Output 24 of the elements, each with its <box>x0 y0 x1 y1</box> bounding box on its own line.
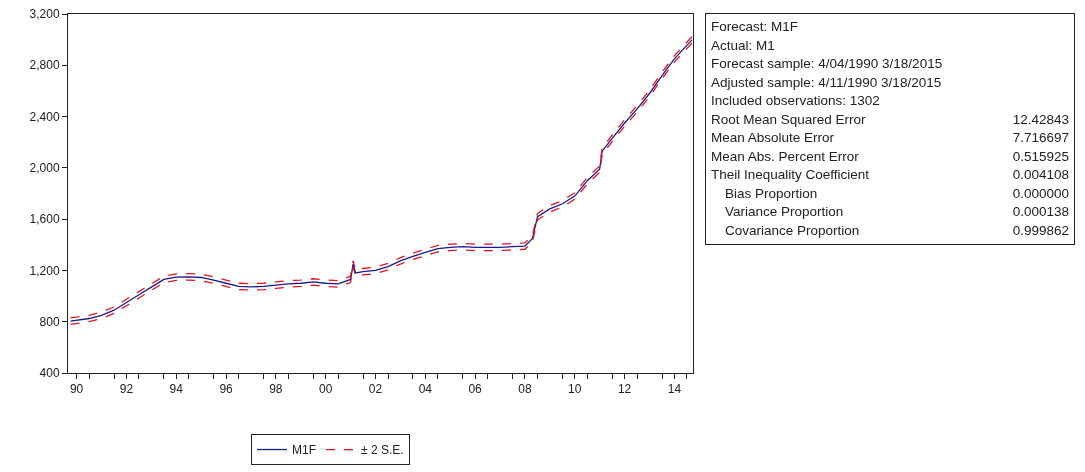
x-tick-label: 12 <box>617 382 632 397</box>
y-tick-label: 400 <box>39 366 60 381</box>
x-tick-label: 04 <box>418 382 433 397</box>
y-tick-label: 2,800 <box>29 58 60 73</box>
x-tick-label: 98 <box>269 382 283 397</box>
legend-label: M1F <box>292 443 316 458</box>
x-tick-label: 90 <box>69 382 84 397</box>
y-tick-label: 2,000 <box>29 161 60 176</box>
y-tick-label: 1,200 <box>29 263 60 278</box>
y-tick-label: 800 <box>39 314 60 329</box>
y-tick-label: 2,400 <box>29 109 60 124</box>
x-tick-label: 00 <box>319 382 333 397</box>
x-tick-label: 10 <box>568 382 582 397</box>
x-tick-label: 06 <box>468 382 483 397</box>
x-tick-label: 14 <box>667 382 682 397</box>
x-tick-label: 94 <box>169 382 184 397</box>
y-tick-label: 3,200 <box>29 7 60 22</box>
x-tick-label: 92 <box>119 382 134 397</box>
x-tick-label: 96 <box>219 382 234 397</box>
legend-label: ± 2 S.E. <box>361 443 404 458</box>
x-tick-label: 02 <box>368 382 383 397</box>
statistics-box: Forecast: M1F Actual: M1 Forecast sample: 4/04/1990 3/18/2015 Adjusted sample: 4/11/1990 3/18/2015 Included observations: 1302 Root Mean Squared Error 12.42843 Mean Absolute Error 7.716697 Mean Abs. Percent Error 0.515925 Theil Inequality Coefficient 0.004108 Bias Proportion 0.000000 Variance Proportion 0.000138 Covariance Proportion 0.999862 <box>705 13 1075 245</box>
y-tick-label: 1,600 <box>29 212 60 227</box>
x-tick-label: 08 <box>518 382 532 397</box>
